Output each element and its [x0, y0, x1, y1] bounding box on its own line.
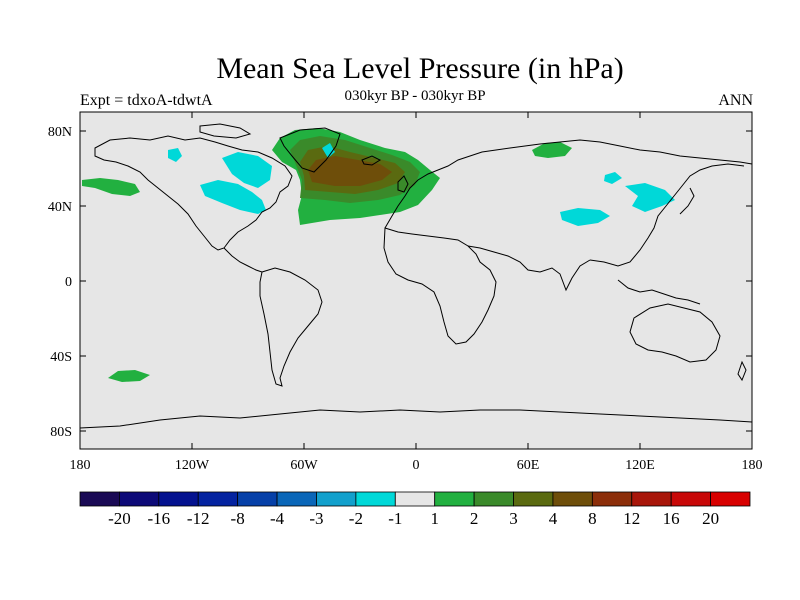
coastline-arabia-india — [467, 245, 591, 292]
colorbar-swatch — [158, 491, 199, 507]
y-tick-label: 0 — [65, 275, 72, 290]
y-tick-labels: 80N 40N 0 40S 80S — [48, 125, 72, 440]
coastline-north-america — [94, 135, 293, 251]
colorbar-label: 20 — [702, 509, 719, 528]
x-tick-label: 0 — [413, 458, 420, 473]
colorbar: -20 -16 -12 -8 -4 -3 -2 -1 1 2 3 4 8 12 16 20 — [79, 491, 751, 528]
colorbar-label: 8 — [588, 509, 597, 528]
contour-hudson-negative — [222, 152, 272, 188]
contour-north-america-negative — [200, 180, 266, 214]
coastline-central-america — [223, 247, 263, 273]
colorbar-label: 1 — [430, 509, 439, 528]
map-subtitle: 030kyr BP - 030kyr BP — [344, 88, 486, 104]
coastline-africa — [383, 227, 497, 345]
coastline-arctic-islands — [199, 123, 252, 139]
colorbar-label: -3 — [309, 509, 323, 528]
map-title: Mean Sea Level Pressure (in hPa) — [216, 52, 624, 85]
coastline-greenland — [279, 127, 341, 173]
coastline-australia — [629, 303, 721, 363]
colorbar-swatch — [591, 491, 633, 507]
contour-greenland-negative — [322, 143, 335, 158]
colorbar-swatch — [316, 491, 357, 507]
colorbar-swatch — [355, 491, 396, 507]
x-tick-label: 60W — [290, 458, 318, 473]
colorbar-label: -4 — [270, 509, 285, 528]
colorbar-label: -1 — [388, 509, 402, 528]
x-tick-label: 180 — [70, 458, 91, 473]
colorbar-swatch — [513, 491, 554, 507]
x-tick-label: 120W — [175, 458, 210, 473]
colorbar-label: -8 — [231, 509, 245, 528]
colorbar-label: -2 — [349, 509, 363, 528]
y-tick-label: 80S — [50, 425, 72, 440]
y-tick-label: 40N — [48, 200, 72, 215]
map-panel — [79, 111, 753, 450]
coastlines — [79, 123, 753, 429]
x-tick-label: 60E — [517, 458, 540, 473]
coastline-japan — [679, 187, 695, 215]
contour-siberia-positive — [532, 142, 572, 158]
contour-east-pacific-positive — [82, 178, 140, 196]
colorbar-label: -20 — [108, 509, 131, 528]
colorbar-label: 3 — [509, 509, 518, 528]
coastline-iceland — [361, 155, 382, 166]
colorbar-swatch — [119, 491, 160, 507]
x-axis-ticks — [79, 112, 753, 449]
colorbar-swatch — [473, 491, 514, 507]
colorbar-swatch — [631, 491, 672, 507]
coastline-uk — [397, 175, 409, 193]
coastline-antarctica — [79, 409, 753, 429]
colorbar-label: 16 — [663, 509, 680, 528]
contour-canada-arctic-negative — [168, 148, 182, 162]
coastline-east-asia — [589, 163, 745, 267]
y-tick-label: 80N — [48, 125, 72, 140]
colorbar-label: -16 — [147, 509, 170, 528]
coastline-south-america — [259, 267, 323, 387]
colorbar-swatch — [394, 491, 436, 507]
contour-central-asia-negative — [604, 172, 622, 184]
coastline-southeast-asia — [617, 279, 701, 305]
coastline-new-zealand — [737, 360, 747, 382]
colorbar-swatch — [276, 491, 317, 507]
contour-south-pacific-positive — [108, 370, 150, 382]
colorbar-swatch — [670, 491, 711, 507]
x-tick-labels: 180 120W 60W 0 60E 120E 180 — [70, 458, 763, 473]
experiment-label: Expt = tdxoA-tdwtA — [80, 92, 213, 109]
y-tick-label: 40S — [50, 350, 72, 365]
colorbar-label: -12 — [187, 509, 210, 528]
contour-north-atlantic-level4 — [308, 156, 392, 186]
colorbar-swatch — [237, 491, 278, 507]
colorbar-swatch — [434, 491, 475, 507]
colorbar-swatch — [552, 491, 593, 507]
x-tick-label: 180 — [742, 458, 763, 473]
colorbar-swatch — [197, 491, 239, 507]
colorbar-swatch — [79, 491, 120, 507]
x-tick-label: 120E — [625, 458, 655, 473]
coastline-europe — [384, 139, 753, 229]
colorbar-label: 12 — [623, 509, 640, 528]
colorbar-label: 4 — [549, 509, 558, 528]
colorbar-swatch — [710, 491, 751, 507]
season-label: ANN — [718, 92, 753, 109]
contour-asia-negative — [560, 208, 610, 226]
y-axis-ticks — [80, 130, 752, 432]
contour-fills — [82, 128, 675, 382]
colorbar-label: 2 — [470, 509, 479, 528]
contour-east-asia-negative — [625, 183, 675, 212]
